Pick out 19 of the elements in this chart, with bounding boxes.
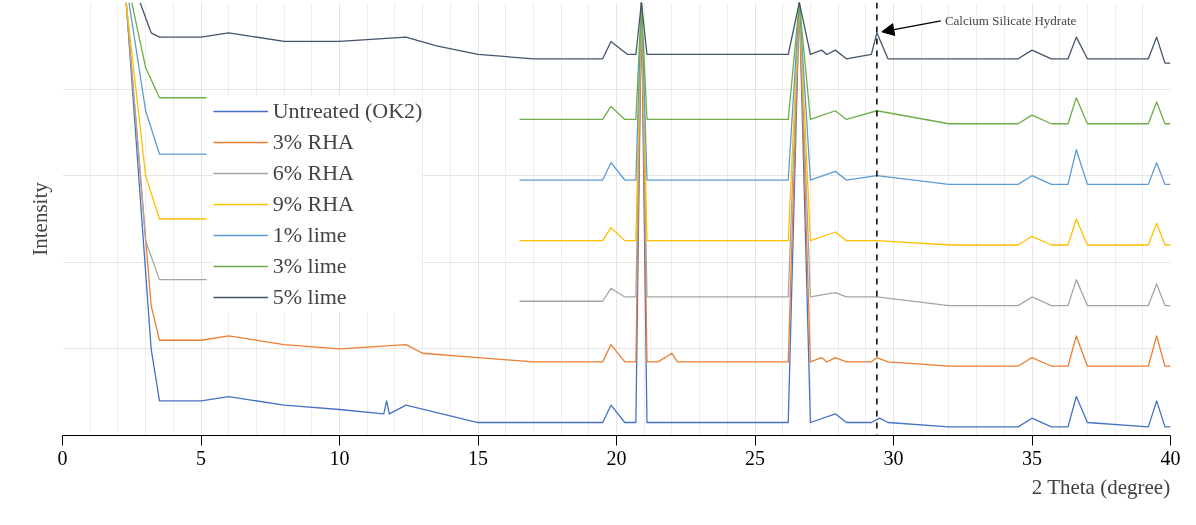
legend-label: 6% RHA: [272, 159, 354, 187]
legend-label: 5% lime: [272, 283, 347, 311]
legend-label: 9% RHA: [272, 190, 354, 218]
legend-label: Untreated (OK2): [272, 97, 423, 125]
x-tick-label: 5: [196, 446, 206, 469]
x-tick-label: 0: [57, 446, 68, 469]
x-tick-label: 15: [468, 446, 488, 469]
x-tick-label: 10: [329, 446, 350, 469]
x-tick-label: 35: [1022, 446, 1042, 469]
legend-label: 3% lime: [272, 252, 347, 280]
legend-label: 1% lime: [272, 221, 347, 249]
x-tick-label: 30: [883, 446, 904, 469]
legend-label: 3% RHA: [272, 128, 354, 156]
y-axis-title: Intensity: [27, 181, 52, 256]
x-axis-title: 2 Theta (degree): [1031, 474, 1171, 499]
x-tick-label: 40: [1160, 446, 1181, 469]
x-tick-label: 25: [745, 446, 765, 469]
annotation: Calcium Silicate Hydrate: [944, 13, 1077, 29]
x-tick-label: 20: [606, 446, 627, 469]
